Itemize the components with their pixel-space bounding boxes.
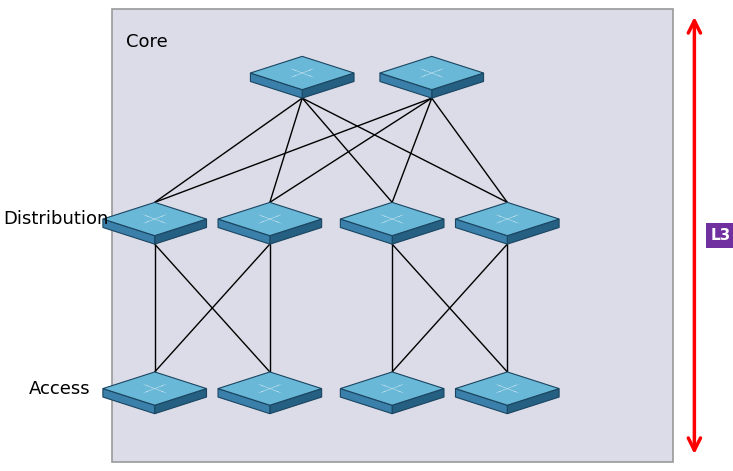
Polygon shape [103,372,207,405]
Polygon shape [455,203,559,236]
Polygon shape [218,389,270,414]
Polygon shape [392,389,444,414]
Polygon shape [258,214,270,219]
Text: Distribution: Distribution [4,210,109,228]
Polygon shape [507,219,559,244]
Polygon shape [142,389,155,393]
Polygon shape [258,384,270,389]
Polygon shape [302,73,314,78]
Polygon shape [270,384,282,389]
Polygon shape [496,219,507,224]
Polygon shape [142,384,155,389]
Polygon shape [155,389,207,414]
Polygon shape [380,57,484,89]
Polygon shape [155,384,167,389]
Polygon shape [507,389,520,393]
Polygon shape [270,389,282,393]
Polygon shape [455,389,507,414]
Polygon shape [392,389,405,393]
FancyBboxPatch shape [111,9,673,462]
Text: Core: Core [126,33,168,51]
Polygon shape [392,219,444,244]
Polygon shape [270,389,322,414]
Polygon shape [218,219,270,244]
Polygon shape [103,219,155,244]
Text: Access: Access [29,380,90,398]
Polygon shape [380,384,392,389]
Polygon shape [155,389,167,393]
Polygon shape [155,219,207,244]
Polygon shape [302,73,354,98]
Polygon shape [496,389,507,393]
Polygon shape [507,389,559,414]
Polygon shape [380,73,432,98]
Polygon shape [392,384,405,389]
Polygon shape [270,219,322,244]
Polygon shape [419,73,432,78]
Polygon shape [340,372,444,405]
Polygon shape [155,214,167,219]
Polygon shape [380,389,392,393]
Polygon shape [258,219,270,224]
Polygon shape [258,389,270,393]
Polygon shape [380,214,392,219]
Polygon shape [290,68,302,73]
Polygon shape [155,219,167,224]
Polygon shape [419,68,432,73]
Polygon shape [507,384,520,389]
Polygon shape [432,68,444,73]
Polygon shape [432,73,484,98]
Polygon shape [496,384,507,389]
Polygon shape [340,389,392,414]
Polygon shape [103,389,155,414]
Polygon shape [496,214,507,219]
Polygon shape [392,219,405,224]
Polygon shape [251,57,354,89]
Text: L3: L3 [711,228,732,243]
Polygon shape [432,73,444,78]
Polygon shape [507,219,520,224]
Polygon shape [270,214,282,219]
Polygon shape [380,219,392,224]
Polygon shape [392,214,405,219]
Polygon shape [507,214,520,219]
Polygon shape [455,219,507,244]
Polygon shape [251,73,302,98]
Polygon shape [340,203,444,236]
Polygon shape [302,68,314,73]
Polygon shape [142,214,155,219]
Polygon shape [290,73,302,78]
Polygon shape [340,219,392,244]
Polygon shape [218,203,322,236]
Polygon shape [218,372,322,405]
Polygon shape [455,372,559,405]
Polygon shape [103,203,207,236]
Polygon shape [142,219,155,224]
Polygon shape [270,219,282,224]
